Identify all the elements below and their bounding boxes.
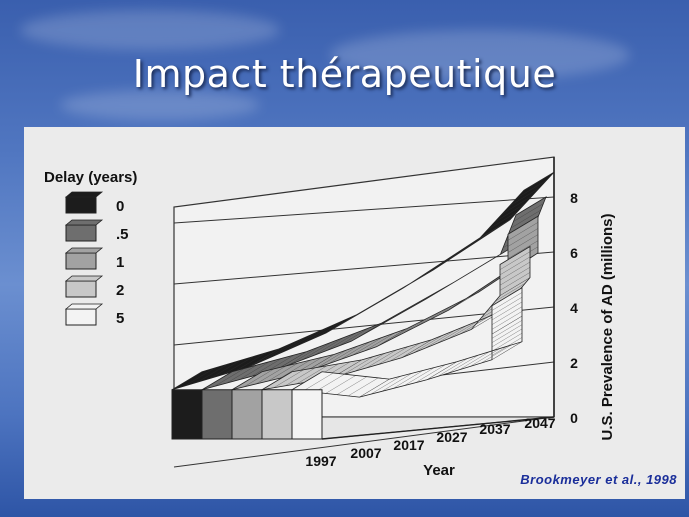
legend-swatch-top — [64, 191, 104, 198]
series-front-face — [201, 389, 233, 440]
series-front-face — [171, 389, 203, 440]
figure-panel: 0 2 4 6 8 1997 2007 2017 2027 2037 2047 Delay (yea… — [24, 127, 685, 499]
slide-title: Impact thérapeutique — [132, 52, 557, 96]
y-tick-label: 2 — [570, 355, 578, 371]
legend-swatch — [65, 252, 97, 270]
series-front-face — [291, 389, 323, 440]
legend-swatch — [65, 224, 97, 242]
legend-label: .5 — [116, 226, 129, 243]
legend-swatch — [65, 196, 97, 214]
legend-label: 1 — [116, 254, 124, 271]
series-front-face — [231, 389, 263, 440]
cloud — [330, 30, 630, 80]
x-tick-label: 2027 — [436, 429, 467, 445]
y-tick-label: 4 — [570, 300, 578, 316]
legend-swatch-top — [64, 303, 104, 310]
cloud — [20, 10, 280, 50]
x-tick-label: 2017 — [393, 437, 424, 453]
y-tick-label: 6 — [570, 245, 578, 261]
y-axis-label: U.S. Prevalence of AD (millions) — [599, 213, 616, 440]
series-front-face — [261, 389, 293, 440]
x-tick-label: 2047 — [524, 415, 555, 431]
legend-label: 0 — [116, 198, 124, 215]
legend-swatch — [65, 308, 97, 326]
legend-label: 5 — [116, 310, 124, 327]
prevalence-chart: 0 2 4 6 8 1997 2007 2017 2027 2037 2047 Delay (yea… — [44, 156, 616, 479]
cloud — [60, 90, 260, 120]
legend-swatch-top — [64, 247, 104, 254]
y-tick-label: 8 — [570, 190, 578, 206]
series-layers — [171, 171, 555, 440]
axes: 0 2 4 6 8 1997 2007 2017 2027 2037 2047 — [305, 157, 578, 469]
x-axis-label: Year — [423, 462, 455, 479]
x-tick-label: 2037 — [479, 421, 510, 437]
legend-swatch-top — [64, 219, 104, 226]
legend-label: 2 — [116, 282, 124, 299]
y-tick-label: 0 — [570, 410, 578, 426]
legend-swatch — [65, 280, 97, 298]
legend: Delay (years) 0 .5 1 2 5 — [44, 169, 137, 327]
legend-title: Delay (years) — [44, 169, 137, 186]
legend-swatch-top — [64, 275, 104, 282]
x-tick-label: 1997 — [305, 453, 336, 469]
citation: Brookmeyer et al., 1998 — [520, 472, 677, 487]
x-tick-label: 2007 — [350, 445, 381, 461]
